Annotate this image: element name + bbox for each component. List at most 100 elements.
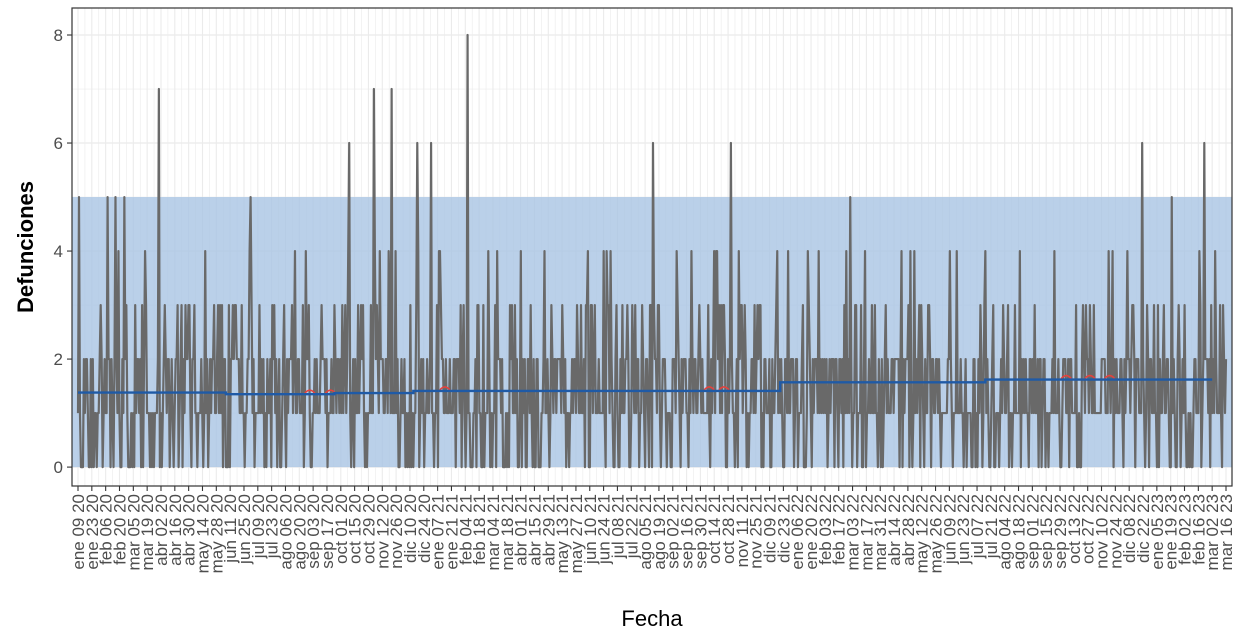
x-tick-label: ago 04 22 <box>996 494 1015 570</box>
x-tick-label: jul 08 21 <box>608 494 627 559</box>
x-tick-label: may 12 22 <box>913 494 932 573</box>
x-tick-label: oct 15 20 <box>346 494 365 564</box>
x-tick-label: abr 02 20 <box>152 494 171 566</box>
highlight-mark <box>718 386 730 391</box>
highlight-mark <box>1084 374 1096 380</box>
x-tick-label: jul 23 20 <box>263 494 282 559</box>
x-tick-label: feb 04 21 <box>456 494 475 565</box>
x-tick-label: feb 03 22 <box>816 494 835 565</box>
x-tick-label: jun 10 21 <box>581 494 600 565</box>
x-tick-label: nov 24 22 <box>1106 494 1125 569</box>
x-tick-label: feb 16 23 <box>1189 494 1208 565</box>
y-tick-label: 4 <box>54 242 63 261</box>
x-tick-label: nov 10 22 <box>1093 494 1112 569</box>
x-tick-label: dic 08 22 <box>1120 494 1139 563</box>
x-tick-label: ene 21 21 <box>442 494 461 570</box>
average-series-line <box>78 378 1213 396</box>
x-tick-label: abr 29 21 <box>539 494 558 566</box>
x-tick-label: oct 28 21 <box>719 494 738 564</box>
x-tick-label: abr 30 20 <box>180 494 199 566</box>
x-tick-label: sep 15 22 <box>1037 494 1056 569</box>
observed-series-layer <box>76 33 1228 469</box>
x-tick-label: feb 17 22 <box>830 494 849 565</box>
y-axis: 0 2 4 6 8 <box>54 26 72 477</box>
x-tick-label: ago 06 20 <box>276 494 295 570</box>
x-tick-label: feb 06 20 <box>97 494 116 565</box>
y-tick-label: 0 <box>54 458 63 477</box>
x-tick-label: oct 13 22 <box>1065 494 1084 564</box>
highlight-mark <box>439 386 451 391</box>
x-tick-label: sep 17 20 <box>318 494 337 569</box>
x-tick-label: jul 21 22 <box>982 494 1001 559</box>
y-tick-label: 6 <box>54 134 63 153</box>
x-tick-label: ene 05 23 <box>1148 494 1167 570</box>
x-tick-label: may 26 22 <box>927 494 946 573</box>
x-tick-label: abr 15 21 <box>525 494 544 566</box>
x-tick-label: jun 11 20 <box>221 494 240 564</box>
y-tick-label: 8 <box>54 26 63 45</box>
x-tick-label: sep 02 21 <box>664 494 683 569</box>
x-tick-label: dic 09 21 <box>761 494 780 563</box>
x-tick-label: mar 19 20 <box>138 494 157 571</box>
x-tick-label: nov 26 20 <box>387 494 406 569</box>
x-tick-label: dic 10 20 <box>401 494 420 563</box>
x-tick-label: jun 24 21 <box>595 494 614 565</box>
x-tick-label: oct 14 21 <box>705 494 724 564</box>
y-tick-label: 2 <box>54 350 63 369</box>
observed-series-line <box>76 33 1228 469</box>
x-tick-label: oct 27 22 <box>1079 494 1098 564</box>
highlight-mark <box>1060 374 1072 380</box>
x-tick-label: oct 01 20 <box>332 494 351 564</box>
x-tick-label: nov 12 20 <box>373 494 392 569</box>
x-tick-label: feb 20 20 <box>110 494 129 565</box>
x-tick-label: sep 01 22 <box>1023 494 1042 569</box>
average-series-layer <box>78 378 1213 396</box>
x-axis-title: Fecha <box>621 606 683 631</box>
x-tick-label: ene 06 22 <box>788 494 807 570</box>
x-tick-label: dic 23 21 <box>774 494 793 563</box>
x-tick-label: dic 24 20 <box>415 494 434 563</box>
highlight-mark <box>703 386 715 391</box>
highlight-layer <box>304 374 1116 394</box>
panel-border <box>71 7 1233 487</box>
x-tick-label: ene 23 20 <box>83 494 102 570</box>
x-tick-label: abr 14 22 <box>885 494 904 566</box>
x-tick-label: sep 03 20 <box>304 494 323 569</box>
x-tick-label: ago 05 21 <box>636 494 655 570</box>
x-tick-label: abr 16 20 <box>166 494 185 566</box>
x-tick-label: jul 07 22 <box>968 494 987 559</box>
x-tick-label: ago 19 21 <box>650 494 669 570</box>
x-tick-label: mar 31 22 <box>871 494 890 571</box>
y-axis-title: Defunciones <box>13 181 38 313</box>
x-tick-label: mar 02 23 <box>1203 494 1222 571</box>
x-tick-label: mar 18 21 <box>498 494 517 571</box>
x-tick-label: mar 03 22 <box>844 494 863 571</box>
x-tick-label: dic 22 22 <box>1134 494 1153 563</box>
x-tick-label: ago 20 20 <box>290 494 309 570</box>
x-tick-label: may 14 20 <box>193 494 212 573</box>
x-tick-label: ene 19 23 <box>1162 494 1181 570</box>
x-tick-label: jul 09 20 <box>249 494 268 559</box>
x-tick-label: nov 11 21 <box>733 494 752 567</box>
x-tick-label: ene 20 22 <box>802 494 821 570</box>
x-tick-label: jun 09 22 <box>940 494 959 565</box>
x-tick-label: mar 16 23 <box>1217 494 1236 571</box>
x-tick-label: may 28 20 <box>207 494 226 573</box>
x-tick-label: mar 05 20 <box>124 494 143 571</box>
x-tick-label: ene 09 20 <box>69 494 88 570</box>
x-tick-label: abr 01 21 <box>512 494 531 566</box>
x-tick-label: sep 16 21 <box>678 494 697 569</box>
x-tick-label: may 27 21 <box>567 494 586 573</box>
x-tick-label: jul 22 21 <box>622 494 641 559</box>
x-tick-label: oct 29 20 <box>359 494 378 564</box>
x-tick-label: abr 28 22 <box>899 494 918 566</box>
x-tick-label: feb 02 23 <box>1176 494 1195 565</box>
x-tick-label: feb 18 21 <box>470 494 489 565</box>
x-tick-label: may 13 21 <box>553 494 572 573</box>
highlight-mark <box>304 389 316 394</box>
x-tick-label: ago 18 22 <box>1010 494 1029 570</box>
highlight-mark <box>1103 374 1116 380</box>
x-tick-label: sep 29 22 <box>1051 494 1070 569</box>
